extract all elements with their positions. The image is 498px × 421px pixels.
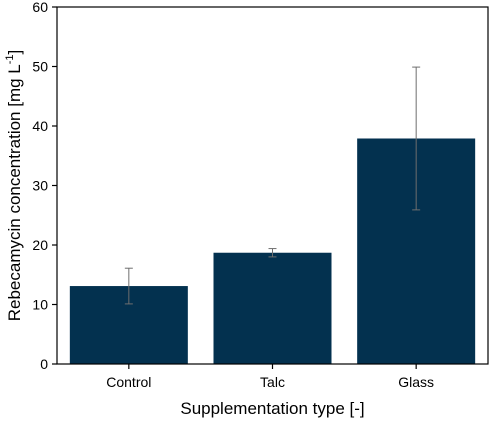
y-axis-title-close: ] — [5, 50, 24, 55]
y-tick-label: 0 — [40, 356, 48, 372]
y-axis-title-superscript: -1 — [4, 54, 16, 64]
x-axis-title: Supplementation type [-] — [180, 399, 364, 418]
y-axis-title-main: Rebecamycin concentration [mg L — [5, 64, 24, 321]
bar-talc — [213, 252, 332, 364]
y-axis-ticks: 0 10 20 30 40 50 60 — [32, 0, 57, 372]
y-tick-label: 10 — [32, 297, 48, 313]
x-tick-label: Control — [106, 374, 151, 390]
y-axis-title: Rebecamycin concentration [mg L-1] — [4, 50, 24, 322]
y-tick-label: 20 — [32, 237, 48, 253]
x-tick-label: Talc — [260, 374, 285, 390]
y-tick-label: 30 — [32, 178, 48, 194]
error-bar-control — [124, 267, 133, 305]
error-bars-group — [124, 66, 421, 305]
error-bar-glass — [412, 66, 421, 211]
y-tick-label: 60 — [32, 0, 48, 15]
bars-group — [69, 138, 476, 364]
x-axis-ticks: Control Talc Glass — [106, 364, 434, 390]
x-tick-label: Glass — [398, 374, 434, 390]
error-bar-talc — [268, 248, 277, 258]
y-tick-label: 40 — [32, 118, 48, 134]
y-tick-label: 50 — [32, 59, 48, 75]
